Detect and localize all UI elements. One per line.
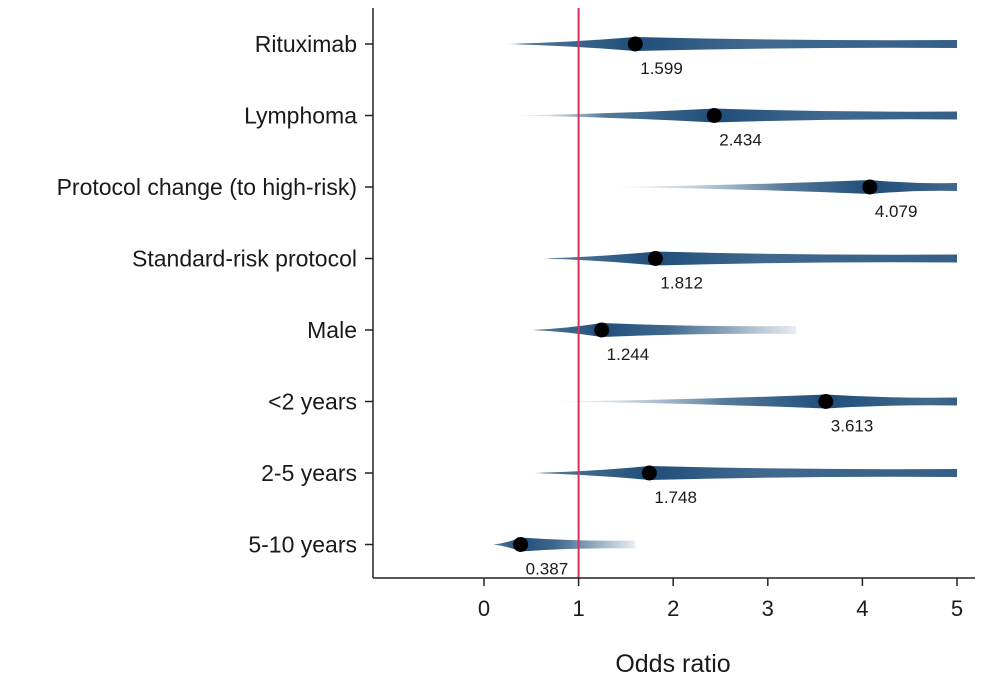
distribution-band: [550, 394, 957, 409]
estimate-points: [513, 36, 878, 552]
estimate-point: [641, 465, 657, 481]
estimate-point: [647, 251, 663, 266]
distribution-band: [493, 537, 636, 552]
estimate-point: [594, 322, 610, 338]
x-tick-label: 4: [856, 596, 868, 621]
x-axis-ticks: 0 1 2 3 4 5: [478, 578, 963, 621]
estimate-point: [627, 36, 643, 52]
category-label: 5-10 years: [248, 532, 357, 558]
distribution-band: [502, 37, 957, 51]
estimate-label: 1.244: [607, 345, 650, 364]
category-label: Lymphoma: [244, 103, 357, 129]
x-tick-label: 1: [572, 596, 584, 621]
category-label: Standard-risk protocol: [132, 246, 357, 272]
distribution-band: [531, 466, 957, 480]
category-label: <2 years: [268, 389, 357, 415]
estimate-point: [513, 537, 529, 552]
x-tick-label: 5: [951, 596, 963, 621]
x-tick-label: 0: [478, 596, 490, 621]
category-label: 2-5 years: [261, 460, 357, 486]
distribution-band: [512, 108, 957, 123]
distribution-bands: [493, 37, 957, 552]
estimate-labels: 1.599 2.434 4.079 1.812 1.244 3.613 1.748 0.387: [526, 59, 918, 579]
axes: [372, 8, 975, 579]
x-tick-label: 2: [667, 596, 679, 621]
estimate-label: 4.079: [875, 202, 918, 221]
estimate-label: 1.812: [660, 274, 703, 293]
estimate-label: 3.613: [831, 417, 874, 436]
category-labels: Rituximab Lymphoma Protocol change (to hig…: [57, 31, 373, 558]
estimate-label: 2.434: [719, 131, 762, 150]
category-label: Protocol change (to high-risk): [57, 174, 357, 200]
category-label: Rituximab: [255, 31, 357, 57]
estimate-point: [818, 394, 834, 409]
distribution-band: [531, 323, 797, 337]
estimate-label: 0.387: [526, 560, 569, 579]
x-tick-label: 3: [762, 596, 774, 621]
x-axis-title: Odds ratio: [615, 650, 730, 678]
estimate-point: [862, 179, 878, 195]
estimate-label: 1.599: [640, 59, 683, 78]
distribution-band: [540, 251, 957, 266]
estimate-label: 1.748: [654, 488, 697, 507]
distribution-band: [606, 180, 957, 194]
estimate-point: [706, 108, 722, 123]
category-label: Male: [307, 317, 357, 343]
